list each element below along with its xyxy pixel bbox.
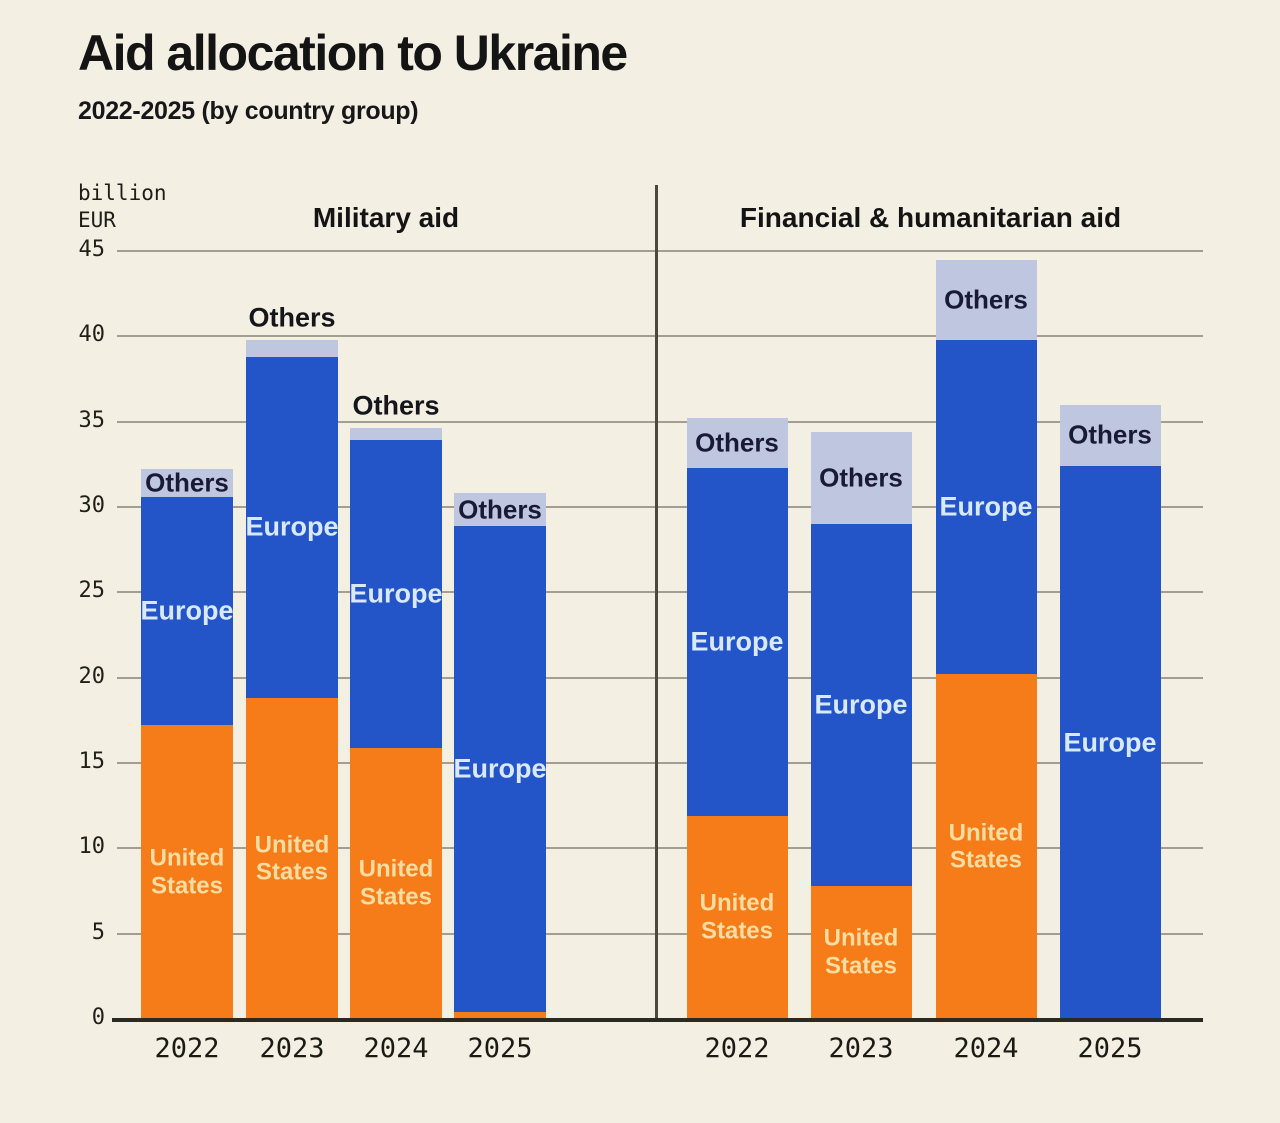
chart-subtitle: 2022-2025 (by country group) <box>78 97 419 125</box>
segment-label-united-states: United States <box>254 830 330 886</box>
x-tick-label: 2023 <box>828 1033 894 1064</box>
gridline <box>117 847 1203 850</box>
bar-segment-others <box>454 493 546 526</box>
y-tick-label: 20 <box>78 663 106 689</box>
segment-label-united-states: United States <box>149 844 225 900</box>
gridline <box>117 420 1203 423</box>
panel-title-financial: Financial & humanitarian aid <box>739 202 1122 233</box>
segment-label-united-states: United States <box>699 889 775 945</box>
axis-unit-line-2: EUR <box>78 208 116 233</box>
segment-label-others: Others <box>944 284 1028 315</box>
segment-label-others: Others <box>352 390 440 421</box>
bar-segment-united-states <box>141 725 233 1019</box>
segment-label-europe: Europe <box>245 511 339 542</box>
bar-segment-united-states <box>935 674 1037 1019</box>
axis-unit-line-1: billion <box>78 181 167 205</box>
y-tick-label: 40 <box>78 322 106 348</box>
y-tick-label: 5 <box>91 919 105 945</box>
y-tick-label: 35 <box>78 407 106 433</box>
bar-segment-europe <box>1059 466 1161 1019</box>
bar-segment-others <box>141 469 233 497</box>
gridline <box>117 591 1203 594</box>
bar-segment-europe <box>810 524 912 886</box>
x-tick-label: 2025 <box>1077 1033 1143 1064</box>
bar-segment-others <box>350 428 442 441</box>
segment-label-others: Others <box>145 467 229 498</box>
gridline <box>117 335 1203 338</box>
bar-segment-united-states <box>686 815 788 1019</box>
x-axis-baseline <box>112 1018 1203 1022</box>
bar-segment-europe <box>686 467 788 816</box>
x-tick-label: 2025 <box>467 1033 533 1064</box>
bar-segment-others <box>1059 404 1161 467</box>
segment-label-europe: Europe <box>1063 727 1157 758</box>
gridline <box>117 932 1203 935</box>
x-tick-label: 2023 <box>259 1033 325 1064</box>
segment-label-europe: Europe <box>140 595 234 626</box>
gridline <box>117 250 1203 252</box>
x-tick-label: 2022 <box>704 1033 770 1064</box>
segment-label-europe: Europe <box>939 491 1033 522</box>
bar-segment-europe <box>246 356 338 699</box>
y-tick-label: 15 <box>78 749 106 774</box>
chart-title: Aid allocation to Ukraine <box>78 25 628 81</box>
gridline <box>117 506 1203 508</box>
segment-label-europe: Europe <box>453 753 547 784</box>
segment-label-united-states: United States <box>823 924 899 980</box>
segment-label-europe: Europe <box>814 689 908 720</box>
segment-label-europe: Europe <box>690 626 784 657</box>
bar-segment-united-states <box>350 747 442 1019</box>
bar-segment-europe <box>350 440 442 748</box>
bar-segment-united-states <box>246 698 338 1019</box>
x-tick-label: 2022 <box>154 1033 220 1064</box>
segment-label-united-states: United States <box>358 855 434 911</box>
axis-unit-label: billion EUR <box>78 180 167 235</box>
y-tick-label: 10 <box>78 834 106 860</box>
bar-segment-europe <box>454 525 546 1013</box>
segment-label-united-states: United States <box>948 819 1024 874</box>
bar-segment-others <box>246 339 338 357</box>
bar-segment-united-states <box>810 885 912 1019</box>
segment-label-others: Others <box>458 494 542 525</box>
x-tick-label: 2024 <box>363 1033 429 1064</box>
bar-segment-others <box>686 418 788 468</box>
bar-segment-europe <box>935 339 1037 675</box>
gridline <box>117 676 1203 679</box>
panel-divider <box>655 185 658 1019</box>
y-tick-label: 0 <box>91 1005 105 1030</box>
gridline <box>117 762 1203 764</box>
bar-segment-europe <box>141 496 233 726</box>
y-tick-label: 30 <box>78 493 106 518</box>
segment-label-others: Others <box>248 302 336 333</box>
bar-segment-others <box>935 259 1037 340</box>
x-tick-label: 2024 <box>953 1033 1019 1064</box>
bar-segment-others <box>810 431 912 525</box>
segment-label-others: Others <box>1068 419 1152 450</box>
y-tick-label: 25 <box>78 578 106 604</box>
y-tick-label: 45 <box>78 237 106 262</box>
bar-segment-united-states <box>454 1012 546 1019</box>
segment-label-europe: Europe <box>349 578 443 609</box>
segment-label-others: Others <box>819 462 903 493</box>
segment-label-others: Others <box>695 427 779 458</box>
panel-title-military: Military aid <box>312 202 460 233</box>
